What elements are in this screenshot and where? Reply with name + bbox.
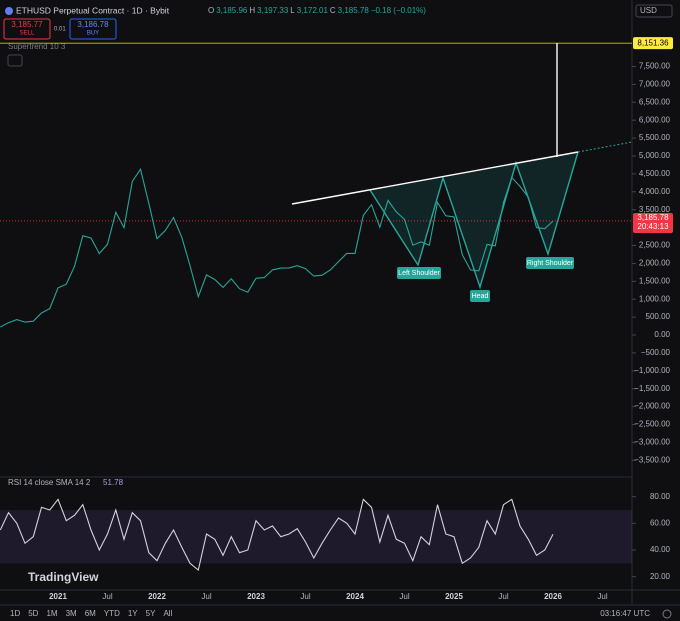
y-tick-label: 40.00 [650, 545, 671, 554]
last-price-label: 3,185.78 [637, 213, 669, 222]
y-tick-label: −3,500.00 [634, 455, 670, 464]
x-tick-label: Jul [597, 592, 607, 601]
range-button[interactable]: YTD [104, 609, 120, 618]
buy-button[interactable] [69, 18, 117, 40]
x-tick-label: 2021 [49, 592, 67, 601]
y-tick-label: 60.00 [650, 518, 671, 527]
countdown: 20:43:13 [637, 222, 669, 231]
range-button[interactable]: All [163, 609, 172, 618]
range-button[interactable]: 1D [10, 609, 20, 618]
y-tick-label: −2,500.00 [634, 420, 670, 429]
x-tick-label: Jul [399, 592, 409, 601]
neckline [291, 151, 579, 205]
neckline-extension [577, 141, 633, 153]
annotation-box [397, 267, 441, 279]
ohlc-item: H [249, 6, 255, 15]
currency: USD [640, 6, 657, 15]
range-button[interactable]: 5Y [146, 609, 156, 618]
currency-select[interactable] [635, 4, 673, 18]
x-tick-label: Jul [498, 592, 508, 601]
x-tick-label: 2025 [445, 592, 463, 601]
y-tick-label: 20.00 [650, 572, 671, 581]
sell-label: SELL [20, 31, 35, 37]
y-tick-label: 1,000.00 [639, 294, 671, 303]
collapse-button[interactable] [7, 54, 23, 67]
ohlc-item: O [208, 6, 214, 15]
target-label: 8,151.36 [637, 38, 669, 47]
y-tick-label: 6,000.00 [639, 115, 671, 124]
y-tick-label: 3,500.00 [639, 205, 671, 214]
y-tick-label: 1,500.00 [639, 276, 671, 285]
rsi-line [0, 498, 554, 571]
x-tick-label: Jul [201, 592, 211, 601]
y-tick-label: 2,000.00 [639, 259, 671, 268]
ohlc-item: L [290, 6, 295, 15]
buy-price: 3,186.78 [77, 20, 109, 29]
sell-button[interactable] [3, 18, 51, 40]
y-tick-label: −3,000.00 [634, 438, 670, 447]
annotation: Left Shoulder [398, 270, 440, 277]
settings-icon[interactable] [662, 609, 672, 619]
ohlc-item: 3,172.01 [297, 6, 329, 15]
y-tick-label: 2,500.00 [639, 241, 671, 250]
range-button[interactable]: 1M [46, 609, 57, 618]
symbol: ETHUSD Perpetual Contract · 1D · Bybit [16, 5, 170, 15]
x-tick-label: 2026 [544, 592, 562, 601]
annotation-box [470, 290, 490, 302]
x-tick-label: 2022 [148, 592, 166, 601]
ohlc-item: 3,185.78 [338, 6, 370, 15]
range-button[interactable]: 6M [85, 609, 96, 618]
price-line [0, 167, 554, 328]
brand: TradingView [28, 570, 99, 584]
target-box [633, 37, 673, 50]
y-tick-label: 80.00 [650, 492, 671, 501]
y-tick-label: 6,500.00 [639, 97, 671, 106]
y-tick-label: 4,000.00 [639, 187, 671, 196]
rsi-title: RSI 14 close SMA 14 2 [8, 478, 91, 487]
x-tick-label: 2023 [247, 592, 265, 601]
last-price-box [633, 212, 673, 233]
indicator-label: Supertrend 10 3 [8, 42, 66, 51]
rsi-last: 51.78 [103, 478, 124, 487]
head-shoulders-pattern [369, 151, 579, 290]
y-tick-label: 4,500.00 [639, 169, 671, 178]
spread: 0.01 [54, 27, 66, 33]
x-tick-label: Jul [300, 592, 310, 601]
annotation: Head [472, 293, 489, 300]
annotation-box [526, 257, 574, 269]
y-tick-label: −2,000.00 [634, 402, 670, 411]
ohlc-item: −0.18 (−0.01%) [371, 6, 426, 15]
y-tick-label: 7,500.00 [639, 62, 671, 71]
y-tick-label: 500.00 [646, 312, 671, 321]
y-tick-label: 7,000.00 [639, 80, 671, 89]
y-tick-label: 5,500.00 [639, 133, 671, 142]
y-tick-label: −1,000.00 [634, 366, 670, 375]
y-tick-label: −500.00 [641, 348, 671, 357]
y-tick-label: 5,000.00 [639, 151, 671, 160]
sell-price: 3,185.77 [11, 20, 43, 29]
y-tick-label: 0.00 [654, 330, 670, 339]
symbol-icon [5, 7, 13, 15]
buy-label: BUY [87, 31, 99, 37]
x-tick-label: Jul [102, 592, 112, 601]
y-tick-label: −1,500.00 [634, 384, 670, 393]
range-button[interactable]: 1Y [128, 609, 138, 618]
x-tick-label: 2024 [346, 592, 364, 601]
ohlc-item: 3,185.96 [216, 6, 248, 15]
ohlc-item: 3,197.33 [257, 6, 289, 15]
range-button[interactable]: 3M [66, 609, 77, 618]
ohlc: O 3,185.96 H 3,197.33 L 3,172.01 C 3,185.78 −0.1… [208, 6, 426, 15]
range-button[interactable]: 5D [28, 609, 38, 618]
clock: 03:16:47 UTC [600, 609, 650, 618]
range-buttons: 1D 5D 1M 3M 6M YTD 1Y 5Y All [10, 609, 173, 618]
ohlc-item: C [330, 6, 336, 15]
annotation: Right Shoulder [527, 260, 574, 267]
